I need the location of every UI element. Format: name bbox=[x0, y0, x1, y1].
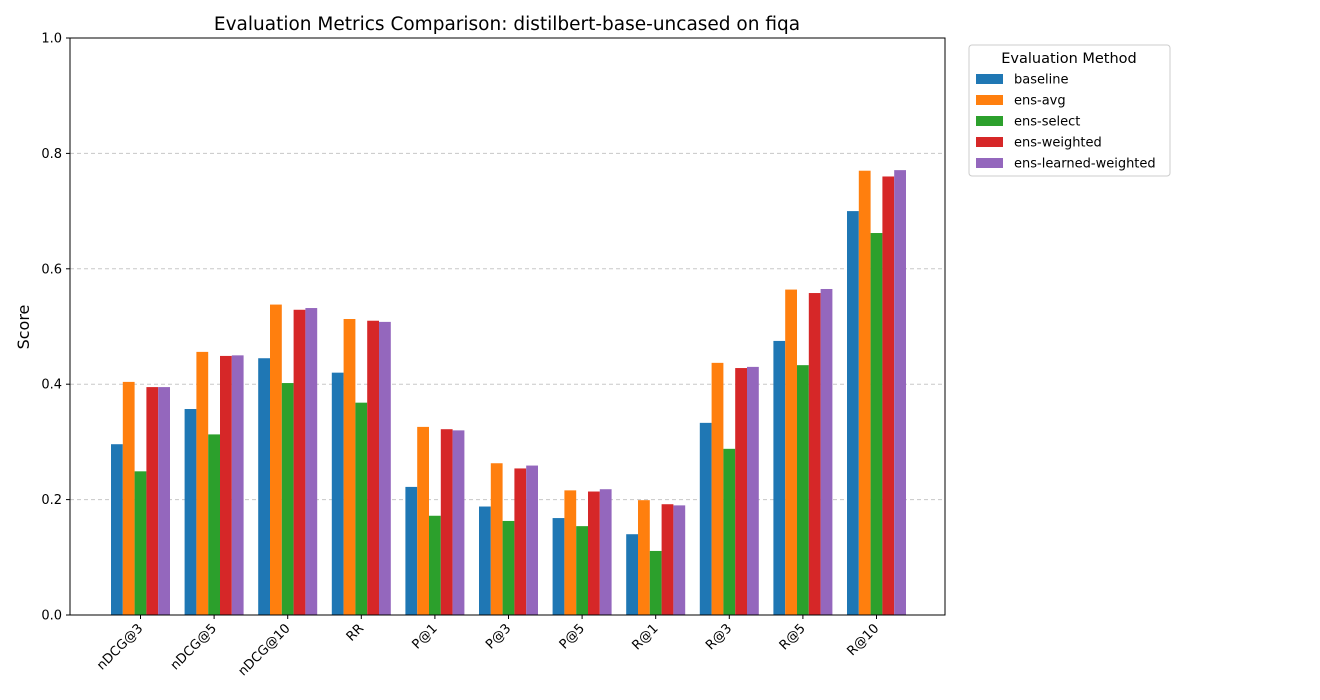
x-axis: nDCG@3 nDCG@5 nDCG@10 RR P@1 P@3 P@5 R@1 R@3 R@5 R… bbox=[94, 615, 882, 679]
y-tick-label: 0.8 bbox=[41, 147, 62, 162]
legend-label-ens-learned-weighted: ens-learned-weighted bbox=[1014, 157, 1156, 172]
bar-ens-avg-RR bbox=[343, 318, 356, 615]
y-tick-label: 0.0 bbox=[41, 609, 62, 624]
x-tick-label: R@1 bbox=[629, 621, 661, 653]
bar-baseline-R@3 bbox=[699, 422, 712, 615]
bar-ens-weighted-nDCG@10 bbox=[293, 309, 306, 615]
bar-ens-avg-P@5 bbox=[564, 490, 577, 615]
bar-ens-weighted-P@5 bbox=[588, 491, 600, 615]
bar-ens-avg-P@1 bbox=[417, 426, 429, 615]
bar-ens-select-nDCG@3 bbox=[134, 471, 147, 615]
bar-ens-avg-R@5 bbox=[785, 289, 797, 615]
y-tick-label: 0.4 bbox=[41, 378, 62, 393]
bar-ens-learned-weighted-P@5 bbox=[599, 489, 612, 615]
bar-ens-weighted-P@1 bbox=[440, 429, 453, 615]
legend-label-ens-select: ens-select bbox=[1014, 115, 1080, 130]
bar-ens-weighted-RR bbox=[367, 320, 379, 615]
y-axis: 0.0 0.2 0.4 0.6 0.8 1.0 bbox=[41, 32, 70, 624]
x-tick-label: R@5 bbox=[777, 621, 809, 653]
bar-baseline-nDCG@10 bbox=[258, 358, 270, 615]
legend: Evaluation Method baseline ens-avg ens-sel… bbox=[968, 44, 1171, 177]
x-tick-label: nDCG@10 bbox=[236, 621, 294, 679]
bar-ens-select-RR bbox=[355, 402, 368, 615]
bar-baseline-R@1 bbox=[626, 534, 638, 615]
bar-ens-select-P@3 bbox=[502, 520, 515, 615]
bar-ens-learned-weighted-R@5 bbox=[820, 288, 833, 615]
legend-swatch-ens-select bbox=[976, 116, 1003, 126]
bar-ens-select-R@5 bbox=[797, 365, 809, 615]
bar-baseline-nDCG@5 bbox=[184, 409, 197, 615]
bar-ens-learned-weighted-nDCG@5 bbox=[231, 355, 244, 615]
bar-ens-weighted-R@5 bbox=[808, 293, 821, 615]
bars bbox=[111, 170, 906, 616]
x-tick-label: P@1 bbox=[410, 621, 441, 652]
bar-ens-avg-R@3 bbox=[711, 362, 724, 615]
legend-label-ens-avg: ens-avg bbox=[1014, 94, 1066, 109]
bar-ens-select-P@1 bbox=[429, 515, 441, 615]
bar-baseline-nDCG@3 bbox=[111, 444, 123, 615]
bar-baseline-R@10 bbox=[847, 211, 859, 615]
x-tick-label: nDCG@5 bbox=[168, 621, 220, 673]
bar-baseline-P@3 bbox=[479, 506, 491, 615]
bar-ens-avg-P@3 bbox=[490, 463, 503, 615]
bar-ens-learned-weighted-R@10 bbox=[894, 170, 906, 615]
legend-swatch-ens-learned-weighted bbox=[976, 158, 1003, 168]
x-tick-label: RR bbox=[344, 621, 367, 644]
plot-frame bbox=[69, 37, 946, 616]
x-tick-label: nDCG@3 bbox=[94, 621, 146, 673]
bar-ens-weighted-R@10 bbox=[882, 176, 895, 616]
bar-ens-learned-weighted-nDCG@3 bbox=[158, 387, 170, 615]
bar-baseline-RR bbox=[331, 372, 344, 615]
legend-frame bbox=[968, 44, 1171, 177]
bar-ens-select-R@10 bbox=[870, 233, 883, 615]
legend-label-ens-weighted: ens-weighted bbox=[1014, 136, 1102, 151]
bar-baseline-P@5 bbox=[552, 518, 565, 615]
bar-ens-avg-R@1 bbox=[638, 500, 650, 615]
bar-ens-select-nDCG@10 bbox=[281, 383, 294, 615]
bar-ens-weighted-P@3 bbox=[514, 468, 527, 615]
y-tick-label: 0.6 bbox=[41, 262, 62, 277]
bar-ens-learned-weighted-nDCG@10 bbox=[305, 308, 318, 615]
legend-swatch-ens-weighted bbox=[976, 137, 1003, 147]
legend-label-baseline: baseline bbox=[1014, 73, 1068, 88]
y-tick-label: 0.2 bbox=[41, 493, 62, 508]
bar-ens-select-R@1 bbox=[649, 550, 662, 615]
bar-ens-weighted-nDCG@5 bbox=[220, 355, 232, 615]
bar-ens-select-R@3 bbox=[723, 448, 736, 615]
x-tick-label: P@3 bbox=[483, 621, 514, 652]
bar-ens-avg-nDCG@5 bbox=[196, 351, 209, 615]
bar-ens-weighted-R@3 bbox=[735, 368, 747, 615]
legend-title: Evaluation Method bbox=[1001, 51, 1137, 67]
legend-swatch-baseline bbox=[976, 74, 1003, 84]
bar-ens-select-P@5 bbox=[576, 526, 588, 615]
bar-ens-learned-weighted-P@3 bbox=[526, 465, 538, 615]
bar-baseline-P@1 bbox=[405, 486, 418, 615]
x-tick-label: R@3 bbox=[703, 621, 735, 653]
bar-ens-avg-nDCG@3 bbox=[122, 381, 135, 615]
x-tick-label: P@5 bbox=[557, 621, 588, 652]
bar-ens-avg-R@10 bbox=[858, 170, 871, 615]
bar-ens-weighted-nDCG@3 bbox=[146, 387, 159, 615]
x-tick-label: R@10 bbox=[844, 621, 882, 659]
bar-ens-learned-weighted-R@3 bbox=[747, 366, 759, 615]
bar-ens-learned-weighted-P@1 bbox=[452, 430, 465, 615]
y-axis-label: Score bbox=[14, 305, 33, 350]
bar-ens-weighted-R@1 bbox=[661, 504, 674, 615]
bar-ens-learned-weighted-RR bbox=[379, 321, 391, 615]
legend-swatch-ens-avg bbox=[976, 95, 1003, 105]
bar-ens-learned-weighted-R@1 bbox=[673, 505, 686, 615]
y-tick-label: 1.0 bbox=[41, 32, 62, 47]
bar-ens-avg-nDCG@10 bbox=[270, 304, 282, 615]
bar-ens-select-nDCG@5 bbox=[208, 434, 220, 615]
bar-baseline-R@5 bbox=[773, 340, 786, 615]
chart-title: Evaluation Metrics Comparison: distilber… bbox=[214, 14, 800, 35]
